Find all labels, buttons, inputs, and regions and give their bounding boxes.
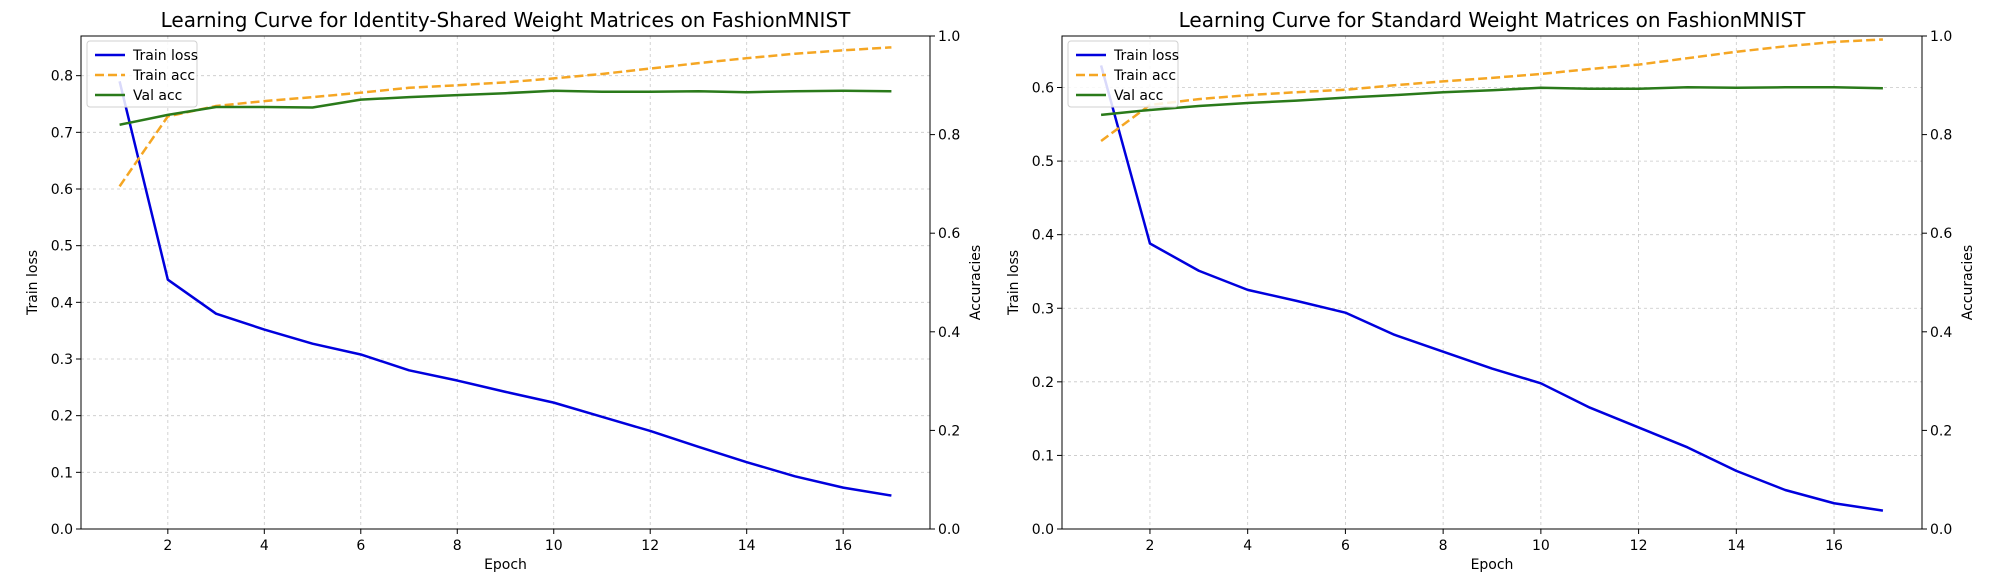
y-right-tick-label: 1.0 (938, 29, 960, 45)
x-axis-label: Epoch (1471, 557, 1514, 573)
y-right-axis-label: Accuracies (968, 245, 984, 320)
y-axis-label: Train loss (25, 250, 41, 316)
series-line-train-acc (118, 46, 892, 188)
legend: Train loss Train acc Val acc (1067, 40, 1179, 108)
x-tick-label: 4 (260, 538, 269, 554)
y-tick-label: 0.3 (51, 352, 73, 368)
y-right-tick-label: 0.6 (1930, 226, 1952, 242)
x-tick-label: 8 (453, 538, 462, 554)
y-tick-label: 0.7 (51, 125, 73, 141)
y-right-tick-label: 0.2 (938, 423, 960, 439)
x-tick-label: 12 (1630, 538, 1648, 554)
y-tick-label: 0.0 (51, 522, 73, 538)
legend-label: Val acc (1114, 88, 1163, 104)
x-tick-label: 10 (545, 538, 563, 554)
x-tick-label: 8 (1439, 538, 1448, 554)
y-right-tick-label: 0.4 (938, 325, 960, 341)
legend-label: Train acc (132, 68, 195, 84)
series-line-train-acc (1100, 38, 1883, 143)
series-line-train-loss (1099, 65, 1884, 512)
y-right-tick-label: 1.0 (1930, 29, 1952, 45)
legend: Train loss Train acc Val acc (86, 40, 198, 108)
y-tick-label: 0.5 (51, 239, 73, 255)
y-tick-label: 0.1 (1032, 448, 1054, 464)
series-line-train-loss (118, 81, 892, 497)
plot-frame (1061, 35, 1923, 530)
y-right-axis-label: Accuracies (1960, 245, 1976, 320)
y-right-tick-label: 0.0 (1930, 522, 1952, 538)
chart-title: Learning Curve for Identity-Shared Weigh… (161, 8, 852, 32)
x-tick-label: 16 (834, 538, 852, 554)
x-tick-label: 10 (1532, 538, 1550, 554)
x-tick-label: 14 (738, 538, 756, 554)
x-tick-label: 6 (1341, 538, 1350, 554)
y-tick-label: 0.4 (51, 295, 73, 311)
plot-frame (80, 35, 931, 530)
legend-label: Val acc (133, 88, 182, 104)
x-tick-label: 2 (1145, 538, 1154, 554)
legend-box (86, 40, 198, 108)
x-tick-label: 16 (1825, 538, 1843, 554)
chart-title: Learning Curve for Standard Weight Matri… (1179, 8, 1807, 32)
y-right-tick-label: 0.6 (938, 226, 960, 242)
legend-label: Train loss (1113, 48, 1179, 64)
y-right-tick-label: 0.4 (1930, 325, 1952, 341)
x-tick-label: 4 (1243, 538, 1252, 554)
x-axis-label: Epoch (484, 557, 527, 573)
y-tick-label: 0.1 (51, 465, 73, 481)
y-right-tick-label: 0.8 (938, 128, 960, 144)
legend-label: Train loss (132, 48, 198, 64)
y-tick-label: 0.2 (51, 409, 73, 425)
series-line-val-acc (119, 89, 892, 126)
y-right-tick-label: 0.2 (1930, 423, 1952, 439)
chart-panel-standard: 2 4 6 8 10 12 14 16 0.0 0.1 0.2 0.3 0.4 0.5 0.6 0.0 0.2 0… (1006, 8, 1976, 573)
x-tick-label: 6 (356, 538, 365, 554)
chart-panel-identity-shared: 2 4 6 8 10 12 14 16 0.0 0.1 0.2 0.3 0.4 0.5 0.6 0.7 0.8 0… (25, 8, 984, 573)
y-tick-label: 0.3 (1032, 301, 1054, 317)
legend-box (1067, 40, 1179, 108)
y-tick-label: 0.6 (51, 182, 73, 198)
y-axis-label: Train loss (1006, 250, 1022, 316)
x-tick-label: 14 (1727, 538, 1745, 554)
x-tick-label: 12 (641, 538, 659, 554)
y-tick-label: 0.6 (1032, 81, 1054, 97)
y-tick-label: 0.4 (1032, 228, 1054, 244)
y-tick-label: 0.8 (51, 69, 73, 85)
y-tick-label: 0.0 (1032, 522, 1054, 538)
y-right-tick-label: 0.0 (938, 522, 960, 538)
x-tick-label: 2 (163, 538, 172, 554)
y-tick-label: 0.5 (1032, 154, 1054, 170)
y-tick-label: 0.2 (1032, 375, 1054, 391)
legend-label: Train acc (1113, 68, 1176, 84)
y-right-tick-label: 0.8 (1930, 128, 1952, 144)
series-line-val-acc (1100, 86, 1883, 117)
